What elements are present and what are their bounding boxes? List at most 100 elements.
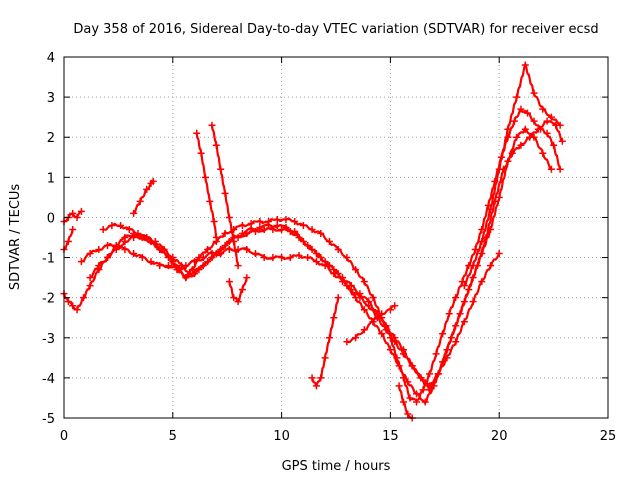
data-point-marker [530, 117, 538, 125]
data-point-marker [486, 262, 494, 270]
data-point-marker [312, 250, 320, 258]
data-point-marker [517, 105, 525, 113]
data-point-marker [86, 250, 94, 258]
data-point-marker [225, 278, 233, 286]
data-point-marker [256, 223, 264, 231]
data-point-marker [299, 221, 307, 229]
y-tick-label: 2 [47, 131, 55, 146]
data-point-marker [343, 338, 351, 346]
data-point-marker [201, 173, 209, 181]
y-axis-label: SDTVAR / TECUs [8, 184, 23, 291]
data-point-marker [225, 213, 233, 221]
data-point-marker [504, 157, 512, 165]
data-point-marker [278, 225, 286, 233]
data-point-marker [556, 165, 564, 173]
data-point-marker [304, 242, 312, 250]
data-point-marker [386, 346, 394, 354]
data-point-marker [406, 394, 414, 402]
data-point-marker [64, 238, 72, 246]
series-line [132, 179, 155, 215]
series-s8 [308, 294, 342, 390]
data-point-marker [330, 266, 338, 274]
data-point-marker [452, 338, 460, 346]
data-point-marker [513, 93, 521, 101]
data-point-marker [317, 374, 325, 382]
series-s2 [77, 242, 503, 390]
data-point-marker [391, 334, 399, 342]
data-point-marker [321, 258, 329, 266]
data-point-marker [469, 262, 477, 270]
data-point-marker [221, 189, 229, 197]
data-point-marker [178, 262, 186, 270]
data-point-marker [360, 306, 368, 314]
data-point-marker [550, 141, 558, 149]
data-point-marker [404, 410, 412, 418]
data-point-marker [523, 109, 531, 117]
data-point-marker [217, 165, 225, 173]
data-point-marker [210, 217, 218, 225]
data-point-marker [432, 350, 440, 358]
data-point-marker [378, 310, 386, 318]
data-point-marker [478, 225, 486, 233]
data-point-marker [95, 262, 103, 270]
data-point-marker [86, 274, 94, 282]
data-point-marker [199, 254, 207, 262]
data-point-marker [434, 370, 442, 378]
data-point-marker [156, 246, 164, 254]
data-point-marker [478, 278, 486, 286]
data-point-marker [238, 221, 246, 229]
data-point-marker [204, 246, 212, 254]
x-axis-label: GPS time / hours [282, 459, 391, 474]
y-tick-label: 1 [47, 171, 55, 186]
data-point-marker [443, 346, 451, 354]
y-tick-label: 0 [47, 211, 55, 226]
data-point-marker [212, 141, 220, 149]
data-point-marker [164, 262, 172, 270]
data-point-marker [77, 207, 85, 215]
data-point-marker [439, 330, 447, 338]
data-point-marker [452, 294, 460, 302]
data-point-marker [469, 298, 477, 306]
x-tick-label: 20 [491, 429, 508, 444]
data-point-marker [206, 197, 214, 205]
data-point-marker [369, 318, 377, 326]
data-point-marker [517, 141, 525, 149]
data-point-marker [426, 370, 434, 378]
data-point-marker [156, 262, 164, 270]
data-point-marker [325, 238, 333, 246]
x-tick-label: 15 [382, 429, 399, 444]
data-point-marker [208, 121, 216, 129]
data-point-marker [521, 125, 529, 133]
data-point-marker [486, 205, 494, 213]
series-line [88, 126, 553, 393]
data-point-marker [251, 227, 259, 235]
data-point-marker [556, 121, 564, 129]
chart-title: Day 358 of 2016, Sidereal Day-to-day VTE… [73, 22, 598, 37]
data-point-marker [125, 225, 133, 233]
data-point-marker [130, 250, 138, 258]
data-point-marker [308, 374, 316, 382]
data-point-marker [147, 258, 155, 266]
data-point-marker [419, 386, 427, 394]
data-point-marker [121, 246, 129, 254]
data-point-marker [286, 254, 294, 262]
data-point-marker [251, 250, 259, 258]
data-point-marker [191, 270, 199, 278]
data-point-marker [510, 117, 518, 125]
data-point-marker [458, 278, 466, 286]
x-tick-label: 0 [60, 429, 68, 444]
data-point-marker [99, 225, 107, 233]
data-point-marker [104, 254, 112, 262]
data-point-marker [208, 254, 216, 262]
data-point-marker [360, 326, 368, 334]
y-tick-label: -2 [42, 292, 55, 307]
series-s6 [193, 129, 220, 241]
data-point-marker [130, 234, 138, 241]
data-point-marker [69, 209, 77, 217]
data-point-marker [478, 238, 486, 246]
data-point-marker [413, 390, 421, 398]
data-point-marker [360, 278, 368, 286]
data-point-marker [521, 61, 529, 69]
data-point-marker [543, 117, 551, 125]
